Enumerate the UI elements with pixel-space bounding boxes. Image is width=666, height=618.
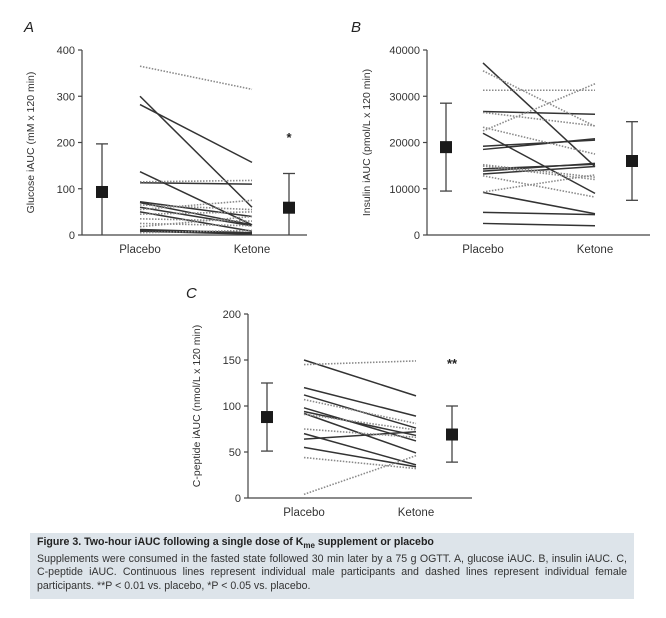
y-tick-label: 0 — [235, 493, 241, 505]
y-tick-label: 30000 — [389, 91, 420, 103]
female-participant-line — [482, 111, 596, 127]
female-participant-line — [303, 413, 417, 431]
male-participant-line — [482, 211, 596, 216]
male-participant-line — [482, 162, 596, 172]
male-participant-line — [303, 431, 417, 440]
x-category-label: Ketone — [577, 244, 613, 256]
female-participant-line — [303, 360, 417, 366]
significance-marker: ** — [447, 356, 458, 371]
panel-letter: C — [186, 285, 197, 302]
male-participant-line — [139, 103, 253, 164]
female-participant-line — [482, 163, 596, 178]
placebo-mean-marker — [440, 141, 452, 154]
female-participant-line — [139, 65, 253, 91]
placebo-mean-marker — [96, 185, 108, 198]
y-tick-label: 200 — [57, 138, 75, 150]
male-participant-line — [139, 228, 253, 234]
male-participant-line — [482, 222, 596, 227]
ketone-mean-marker — [446, 428, 458, 441]
male-participant-line — [303, 446, 417, 468]
significance-marker: * — [286, 130, 292, 145]
caption-title-prefix: Figure 3. Two-hour iAUC following a sing… — [37, 536, 304, 548]
female-participant-line — [303, 398, 417, 425]
panel-letter: B — [351, 19, 361, 36]
caption-title-suffix: supplement or placebo — [314, 536, 434, 548]
female-participant-line — [139, 179, 253, 183]
female-participant-line — [139, 218, 253, 222]
female-participant-line — [303, 454, 417, 496]
male-participant-line — [303, 386, 417, 417]
y-tick-label: 20000 — [389, 138, 420, 150]
male-participant-line — [482, 132, 596, 195]
male-participant-line — [303, 410, 417, 437]
y-tick-label: 0 — [69, 230, 75, 242]
x-category-label: Placebo — [119, 244, 161, 256]
y-tick-label: 400 — [57, 45, 75, 57]
female-participant-line — [139, 211, 253, 215]
y-axis-title: Insulin iAUC (pmol/L x 120 min) — [361, 69, 373, 216]
y-axis-title: C-peptide iAUC (nmol/L x 120 min) — [191, 325, 203, 487]
panel-a: A 0 100 200 300 400 Glucose iAUC (mM x 120 min… — [23, 19, 307, 256]
y-tick-label: 0 — [414, 230, 420, 242]
caption-title: Figure 3. Two-hour iAUC following a sing… — [37, 536, 627, 553]
female-participant-line — [139, 204, 253, 211]
placebo-mean-marker — [261, 411, 273, 424]
female-participant-line — [482, 126, 596, 155]
female-participant-line — [139, 199, 253, 211]
male-participant-line — [482, 191, 596, 215]
y-tick-label: 40000 — [389, 45, 420, 57]
y-tick-label: 10000 — [389, 184, 420, 196]
y-tick-label: 100 — [57, 184, 75, 196]
panel-c: C 0 50 100 150 200 C-peptide iAUC (nmol/L x 12… — [186, 285, 472, 519]
male-participant-line — [139, 211, 253, 233]
female-participant-line — [303, 428, 417, 439]
y-tick-label: 300 — [57, 91, 75, 103]
male-participant-line — [303, 359, 417, 397]
panel-b: B 0 10000 20000 30000 40000 Insulin iAUC (pmol… — [351, 19, 650, 256]
male-participant-line — [303, 412, 417, 454]
female-participant-line — [482, 174, 596, 193]
female-participant-line — [303, 456, 417, 470]
female-participant-line — [482, 175, 596, 198]
y-tick-label: 150 — [223, 355, 241, 367]
male-participant-line — [139, 170, 253, 226]
ketone-mean-marker — [283, 201, 295, 214]
y-tick-label: 100 — [223, 401, 241, 413]
male-participant-line — [482, 62, 596, 168]
female-participant-line — [139, 222, 253, 227]
figure-canvas: A 0 100 200 300 400 Glucose iAUC (mM x 120 min… — [23, 19, 650, 519]
y-tick-label: 50 — [229, 447, 241, 459]
y-axis-title: Glucose iAUC (mM x 120 min) — [25, 72, 37, 214]
x-category-label: Placebo — [462, 244, 504, 256]
male-participant-line — [139, 181, 253, 185]
male-participant-line — [139, 200, 253, 218]
male-participant-line — [482, 110, 596, 116]
x-category-label: Placebo — [283, 507, 325, 519]
caption-body: Supplements were consumed in the fasted … — [37, 552, 627, 592]
male-participant-line — [482, 165, 596, 175]
figure-caption: Figure 3. Two-hour iAUC following a sing… — [30, 533, 634, 599]
female-participant-line — [139, 229, 253, 234]
male-participant-line — [303, 432, 417, 466]
x-category-label: Ketone — [398, 507, 434, 519]
caption-title-subscript: me — [303, 541, 315, 551]
ketone-mean-marker — [626, 155, 638, 167]
female-participant-line — [139, 215, 253, 228]
male-participant-line — [482, 138, 596, 151]
y-tick-label: 200 — [223, 309, 241, 321]
x-category-label: Ketone — [234, 244, 270, 256]
male-participant-line — [139, 206, 253, 227]
female-participant-line — [482, 83, 596, 132]
panel-letter: A — [23, 19, 34, 36]
female-participant-line — [482, 70, 596, 128]
